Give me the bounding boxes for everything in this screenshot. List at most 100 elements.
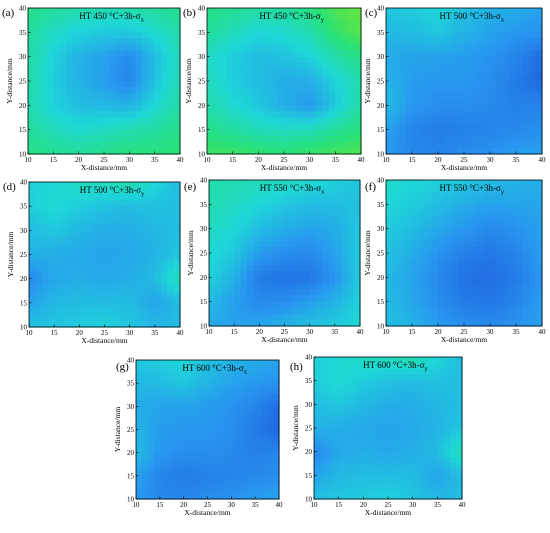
heatmap-cell: [227, 277, 235, 285]
heatmap-cell: [483, 44, 491, 52]
heatmap-cell: [177, 435, 185, 442]
heatmap-cell: [129, 74, 137, 82]
heatmap-cell: [477, 259, 485, 266]
heatmap-cell: [255, 452, 262, 460]
heatmap-cell: [363, 362, 371, 370]
heatmap-cell: [443, 439, 451, 447]
heatmap-cell: [72, 56, 80, 64]
heatmap-cell: [213, 383, 221, 390]
heatmap-cell: [437, 475, 445, 482]
heatmap-cell: [226, 111, 234, 119]
heatmap-cell: [529, 68, 537, 76]
heatmap-cell: [483, 32, 491, 40]
heatmap-cell: [314, 386, 321, 394]
heatmap-cell: [425, 386, 432, 394]
heatmap-cell: [328, 228, 336, 236]
heatmap-cell: [258, 8, 266, 15]
heatmap-cell: [344, 463, 352, 471]
heatmap-cell: [213, 475, 221, 483]
heatmap-cell: [496, 283, 504, 291]
heatmap-cell: [363, 416, 371, 423]
heatmap-cell: [406, 481, 414, 488]
heatmap-cell: [470, 111, 478, 119]
heatmap-cell: [309, 14, 317, 21]
heatmap-cell: [284, 307, 292, 315]
heatmap-cell: [290, 38, 298, 46]
heatmap-cell: [431, 374, 438, 382]
heatmap-cell: [464, 141, 472, 149]
heatmap-cell: [154, 242, 162, 250]
heatmap-cell: [438, 222, 446, 230]
x-tick-label: 10: [383, 156, 391, 164]
x-tick-label: 30: [409, 501, 417, 509]
heatmap-cell: [357, 475, 364, 482]
heatmap-cell: [354, 147, 362, 155]
heatmap-cell: [213, 464, 221, 471]
heatmap-cell: [438, 210, 446, 218]
heatmap-cell: [477, 38, 485, 46]
heatmap-cell: [53, 74, 61, 82]
heatmap-cell: [47, 99, 54, 106]
heatmap-cell: [79, 260, 87, 268]
heatmap-cell: [85, 278, 93, 286]
heatmap-cell: [529, 277, 537, 285]
heatmap-cell: [451, 210, 459, 218]
heatmap-cell: [425, 398, 432, 405]
heatmap-cell: [28, 87, 35, 94]
heatmap-cell: [315, 216, 323, 224]
heatmap-cell: [290, 289, 298, 297]
heatmap-cell: [320, 392, 327, 400]
heatmap-cell: [529, 14, 537, 21]
heatmap-cell: [129, 278, 137, 286]
heatmap-cell: [240, 283, 248, 291]
heatmap-cell: [261, 365, 268, 373]
heatmap-cell: [388, 368, 395, 376]
heatmap-cell: [477, 301, 485, 309]
heatmap-cell: [332, 410, 340, 417]
heatmap-cell: [451, 44, 459, 52]
heatmap-cell: [104, 129, 111, 137]
heatmap-cell: [290, 253, 298, 260]
heatmap-cell: [335, 26, 343, 33]
x-tick-label: 30: [306, 328, 314, 336]
heatmap-cell: [278, 246, 286, 254]
heatmap-cell: [483, 93, 491, 100]
heatmap-cell: [341, 210, 349, 218]
heatmap-cell: [234, 295, 242, 303]
heatmap-cell: [470, 265, 478, 272]
heatmap-cell: [104, 74, 111, 82]
heatmap-cell: [320, 404, 327, 411]
y-tick-label: 40: [20, 179, 28, 187]
heatmap-cell: [464, 301, 472, 309]
heatmap-cell: [66, 230, 74, 237]
heatmap-cell: [399, 26, 407, 33]
heatmap-cell: [344, 416, 352, 423]
heatmap-cell: [418, 50, 426, 58]
heatmap-cell: [135, 8, 143, 15]
x-tick-label: 10: [133, 501, 141, 509]
heatmap-cell: [264, 20, 272, 27]
heatmap-cell: [29, 284, 36, 292]
x-tick-label: 25: [281, 156, 289, 164]
heatmap-cell: [344, 362, 352, 370]
heatmap-cell: [388, 380, 395, 388]
heatmap-cell: [201, 446, 209, 454]
heatmap-cell: [141, 383, 149, 390]
heatmap-cell: [41, 248, 49, 256]
heatmap-cell: [98, 242, 106, 250]
heatmap-cell: [195, 394, 203, 402]
heatmap-cell: [425, 416, 432, 423]
heatmap-cell: [213, 135, 221, 143]
heatmap-cell: [351, 357, 358, 364]
heatmap-cell: [354, 123, 362, 131]
heatmap-cell: [392, 186, 400, 193]
heatmap-cell: [219, 38, 227, 46]
heatmap-cell: [412, 319, 420, 327]
heatmap-cell: [296, 32, 304, 40]
heatmap-cell: [314, 404, 321, 411]
heatmap-cell: [154, 296, 162, 304]
heatmap-cell: [240, 295, 248, 303]
heatmap-cell: [264, 99, 272, 106]
heatmap-cell: [303, 99, 311, 106]
heatmap-cell: [116, 129, 124, 137]
